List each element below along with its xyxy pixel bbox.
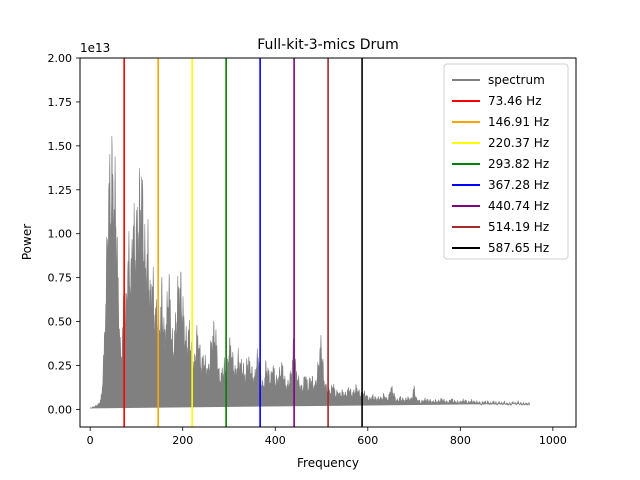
spectrum-area — [89, 135, 531, 409]
x-tick-label: 600 — [357, 434, 378, 447]
legend-entry: 146.91 Hz — [488, 115, 549, 129]
legend-entry: 220.37 Hz — [488, 136, 549, 150]
y-tick-label: 2.00 — [48, 52, 73, 65]
legend-entry: spectrum — [488, 73, 545, 87]
legend-entry: 587.65 Hz — [488, 241, 549, 255]
legend-entry: 367.28 Hz — [488, 178, 549, 192]
legend: spectrum 73.46 Hz 146.91 Hz 220.37 Hz 293.82… — [443, 63, 569, 260]
legend-entry: 293.82 Hz — [488, 157, 549, 171]
y-tick-label: 1.00 — [48, 228, 73, 241]
legend-entry: 73.46 Hz — [488, 94, 542, 108]
y-tick-label: 0.00 — [48, 403, 73, 416]
legend-box — [443, 63, 569, 260]
legend-entry: 440.74 Hz — [488, 199, 549, 213]
x-tick-label: 400 — [265, 434, 286, 447]
spectrum-trace — [89, 135, 531, 409]
x-tick-label: 800 — [450, 434, 471, 447]
x-axis-label: Frequency — [297, 456, 359, 470]
x-tick-label: 1000 — [539, 434, 567, 447]
plot-frame — [79, 57, 577, 428]
x-axis-ticks: 0 200 400 600 800 1000 — [87, 427, 567, 447]
y-tick-label: 0.25 — [48, 360, 73, 373]
y-tick-label: 1.75 — [48, 96, 73, 109]
legend-entry: 514.19 Hz — [488, 220, 549, 234]
y-axis-label: Power — [20, 224, 34, 260]
y-axis-ticks: 0.00 0.25 0.50 0.75 1.00 1.25 1.50 1.75 2.00 — [48, 52, 80, 416]
y-tick-label: 1.50 — [48, 140, 73, 153]
harmonic-lines — [123, 58, 363, 427]
y-tick-label: 1.25 — [48, 184, 73, 197]
x-tick-label: 0 — [87, 434, 94, 447]
y-tick-label: 0.50 — [48, 316, 73, 329]
y-axis-offset-label: 1e13 — [80, 41, 110, 55]
y-tick-label: 0.75 — [48, 272, 73, 285]
x-tick-label: 200 — [172, 434, 193, 447]
chart-title: Full-kit-3-mics Drum — [257, 37, 399, 53]
